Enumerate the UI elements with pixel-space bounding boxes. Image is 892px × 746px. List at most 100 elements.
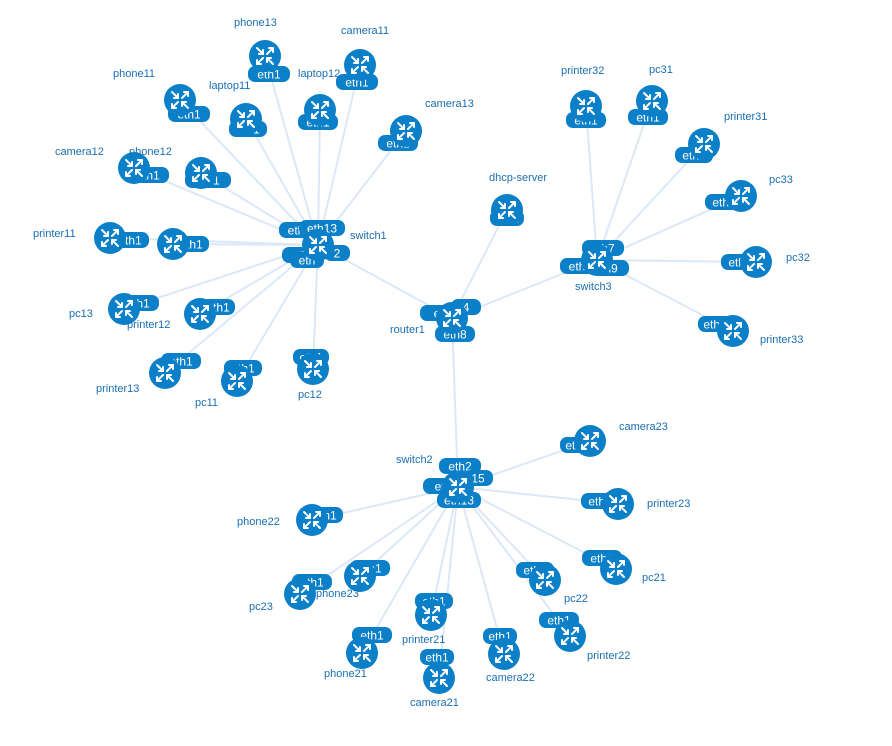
node-phone22[interactable]: phone22 [237, 504, 328, 536]
node-label: camera11 [341, 25, 389, 37]
node-label: pc22 [564, 593, 588, 605]
node-camera23[interactable]: camera23 [574, 421, 668, 457]
node-phone23[interactable]: phone23 [316, 560, 376, 600]
router-arrows-icon [171, 91, 189, 109]
node-camera12[interactable]: camera12 [55, 146, 150, 184]
node-printer33[interactable]: printer33 [717, 315, 803, 347]
node-label: phone12 [129, 146, 172, 158]
node-label: pc32 [786, 252, 810, 264]
node-label: switch1 [350, 230, 387, 242]
router-arrows-icon [256, 47, 274, 65]
router-arrows-icon [695, 135, 713, 153]
interface-label: eth2 [448, 460, 472, 474]
node-label: pc33 [769, 174, 793, 186]
node-camera21[interactable]: camera21 [410, 662, 459, 709]
link-switch1-phone11 [179, 99, 319, 246]
node-label: pc13 [69, 308, 93, 320]
interface-camera21[interactable]: eth1 [420, 649, 454, 665]
node-label: phone22 [237, 516, 280, 528]
router-arrows-icon [607, 560, 625, 578]
router-arrows-icon [577, 97, 595, 115]
node-printer32[interactable]: printer32 [561, 65, 604, 122]
router-arrows-icon [311, 101, 329, 119]
link-switch2-printer22 [457, 486, 571, 637]
router-arrows-icon [449, 478, 467, 496]
node-pc11[interactable]: pc11 [195, 365, 253, 409]
node-router1[interactable]: router1 [390, 302, 468, 336]
node-label: pc21 [642, 572, 666, 584]
node-printer21[interactable]: printer21 [402, 599, 447, 646]
link-switch2-camera22 [457, 486, 505, 655]
node-camera13[interactable]: camera13 [390, 98, 474, 147]
node-label: printer22 [587, 650, 630, 662]
router-arrows-icon [303, 511, 321, 529]
node-label: phone23 [316, 588, 359, 600]
node-printer11[interactable]: printer11 [33, 222, 126, 254]
interface-label: eth1 [425, 651, 449, 665]
router-arrows-icon [191, 305, 209, 323]
node-laptop13[interactable] [157, 228, 189, 260]
router-arrows-icon [588, 251, 606, 269]
node-switch3[interactable]: switch3 [575, 244, 613, 293]
interface-label: 2 [334, 247, 341, 261]
node-label: laptop11 [209, 80, 250, 92]
node-label: phone13 [234, 17, 277, 29]
node-camera11[interactable]: camera11 [341, 25, 389, 81]
node-pc32[interactable]: pc32 [740, 246, 810, 278]
router-arrows-icon [115, 300, 133, 318]
node-printer12[interactable]: printer12 [127, 298, 216, 331]
router-arrows-icon [609, 495, 627, 513]
node-camera22[interactable]: camera22 [486, 638, 535, 684]
node-label: camera22 [486, 672, 535, 684]
node-pc23[interactable]: pc23 [249, 578, 316, 613]
node-pc13[interactable]: pc13 [69, 293, 140, 325]
link-switch3-pc31 [596, 100, 653, 261]
router-arrows-icon [561, 627, 579, 645]
router-arrows-icon [309, 236, 327, 254]
node-label: router1 [390, 324, 425, 336]
router-arrows-icon [192, 164, 210, 182]
node-pc21[interactable]: pc21 [600, 553, 666, 585]
router-arrows-icon [156, 364, 174, 382]
router-arrows-icon [101, 229, 119, 247]
node-laptop11[interactable]: laptop11 [209, 80, 262, 135]
node-phone12[interactable]: phone12 [129, 146, 217, 189]
node-printer13[interactable]: printer13 [96, 357, 181, 395]
node-laptop12[interactable]: laptop12 [298, 68, 340, 126]
link-switch1-camera11 [317, 64, 361, 246]
node-label: pc11 [195, 397, 218, 409]
node-label: camera12 [55, 146, 104, 158]
router-arrows-icon [304, 360, 322, 378]
router-arrows-icon [353, 644, 371, 662]
nodes-layer: switch1 switch2 switch3 router1 dhcp-server p… [33, 17, 810, 709]
node-printer22[interactable]: printer22 [554, 620, 630, 662]
node-pc33[interactable]: pc33 [725, 174, 793, 212]
node-label: printer31 [724, 111, 767, 123]
node-printer23[interactable]: printer23 [602, 488, 690, 520]
node-label: switch2 [396, 454, 433, 466]
router-arrows-icon [237, 110, 255, 128]
node-switch1[interactable]: switch1 [302, 229, 387, 261]
node-pc31[interactable]: pc31 [636, 64, 673, 117]
node-printer31[interactable]: printer31 [688, 111, 767, 160]
node-pc12[interactable]: pc12 [297, 353, 329, 401]
node-label: printer13 [96, 383, 139, 395]
node-phone21[interactable]: phone21 [324, 637, 378, 680]
node-label: camera13 [425, 98, 474, 110]
node-phone11[interactable]: phone11 [113, 68, 196, 116]
node-dhcp-server[interactable]: dhcp-server [489, 172, 547, 226]
node-label: printer23 [647, 498, 690, 510]
node-label: phone11 [113, 68, 155, 80]
link-switch2-camera21 [438, 486, 459, 679]
node-label: pc31 [649, 64, 673, 76]
link-switch1-phone13 [264, 55, 319, 246]
node-label: pc12 [298, 389, 322, 401]
router-arrows-icon [228, 372, 246, 390]
node-phone13[interactable]: phone13 [234, 17, 281, 72]
router-arrows-icon [724, 322, 742, 340]
node-label: printer32 [561, 65, 604, 77]
node-pc22[interactable]: pc22 [529, 564, 588, 605]
node-switch2[interactable]: switch2 [396, 454, 474, 503]
router-arrows-icon [443, 309, 461, 327]
